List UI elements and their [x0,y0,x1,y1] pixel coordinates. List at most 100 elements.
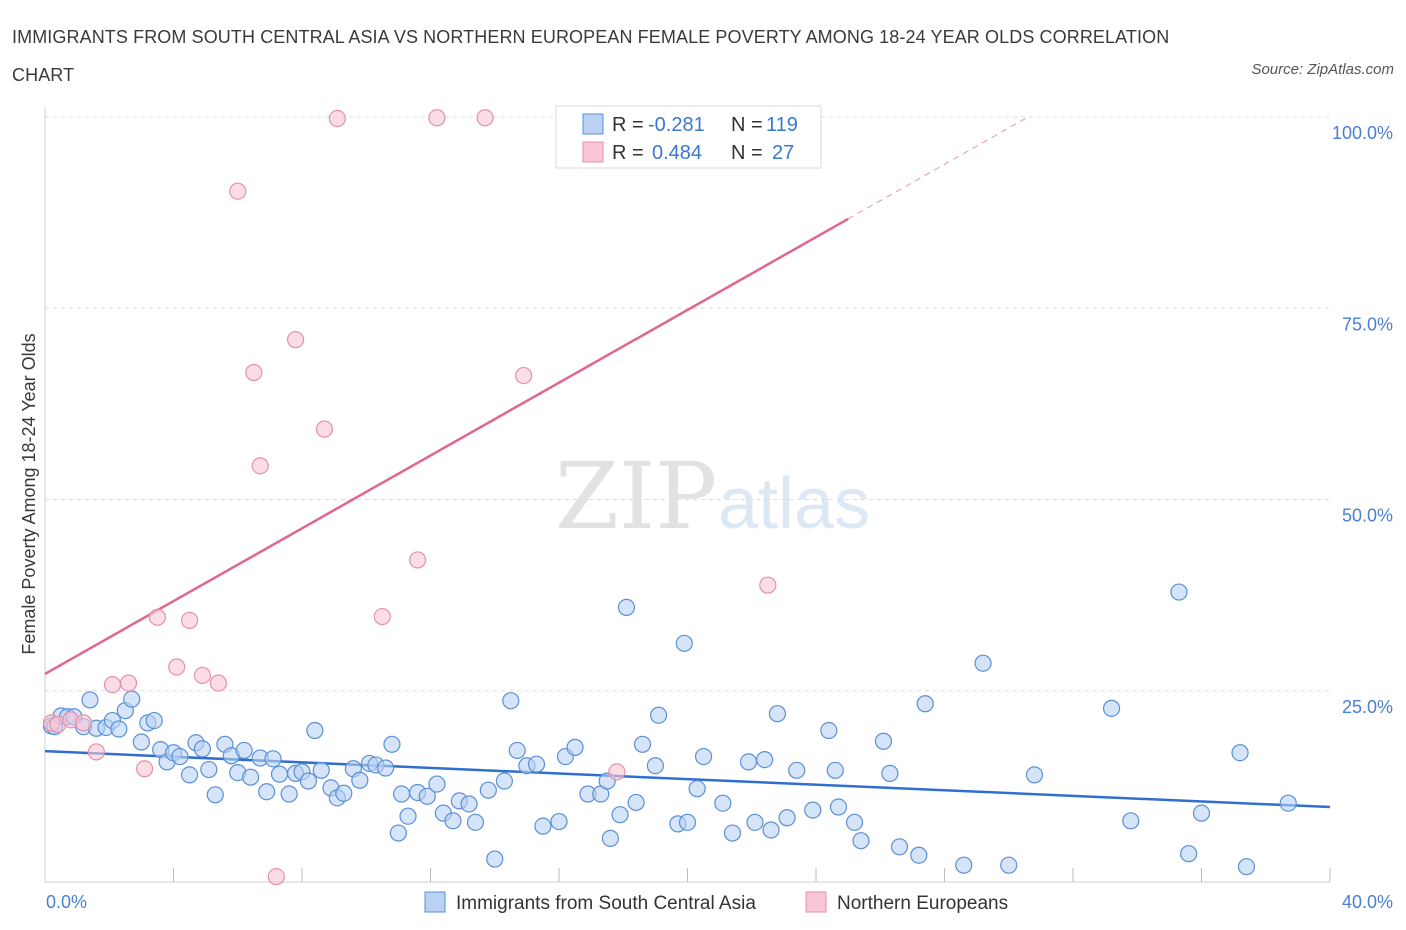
point-pink-26 [759,576,777,594]
point-blue-78 [633,735,652,753]
point-blue-74 [601,829,620,847]
point-pink-25 [608,763,626,781]
point-pink-16 [267,868,285,886]
point-pink-19 [328,109,346,128]
point-blue-51 [399,807,417,825]
series-south-central-asia [42,583,1297,876]
point-blue-79 [646,757,664,775]
point-blue-96 [820,721,838,740]
legend-n-value-pink: 27 [772,142,794,164]
watermark-atlas: atlas [718,464,870,544]
point-blue-23 [200,760,218,779]
bottom-legend-label-blue: Immigrants from South Central Asia [456,893,756,914]
trend-segment-pink-dashed [847,116,1029,220]
point-blue-94 [788,761,806,779]
point-blue-38 [306,721,324,740]
y-tick-label-50: 50.0% [1342,506,1393,526]
point-blue-37 [299,772,318,790]
point-blue-108 [1000,856,1018,874]
point-pink-15 [251,457,269,475]
point-blue-76 [617,598,636,616]
point-blue-87 [723,824,742,842]
grid-lines [45,116,1330,692]
point-blue-86 [714,794,732,812]
point-blue-82 [675,634,693,652]
point-blue-39 [312,761,330,779]
point-blue-110 [1102,699,1121,717]
point-blue-34 [280,785,298,803]
point-blue-88 [739,753,758,771]
point-blue-59 [466,813,485,831]
point-blue-112 [1170,583,1188,601]
point-blue-83 [678,813,697,831]
point-blue-50 [389,824,407,842]
point-blue-93 [778,809,796,827]
point-blue-28 [235,741,253,760]
y-tick-label-25: 25.0% [1342,697,1393,717]
point-blue-116 [1237,858,1256,876]
point-blue-32 [264,750,282,768]
point-blue-13 [132,733,150,751]
point-pink-10 [180,611,199,629]
point-blue-60 [479,781,497,799]
chart-title: IMMIGRANTS FROM SOUTH CENTRAL ASIA VS NO… [12,27,1170,85]
point-blue-115 [1231,744,1249,762]
legend-swatch-blue [582,113,604,135]
point-pink-22 [428,109,446,127]
point-pink-21 [409,551,427,569]
point-pink-9 [168,658,186,676]
point-blue-54 [428,775,446,793]
point-blue-29 [242,768,260,786]
point-pink-4 [87,743,106,761]
point-pink-8 [148,608,167,626]
bottom-legend-label-pink: Northern Europeans [837,893,1008,914]
watermark-zip: ZIP [555,443,717,550]
source-label: Source: ZipAtlas.com [1251,61,1394,78]
point-blue-101 [874,732,893,750]
bottom-legend-swatch-blue [424,891,446,913]
point-blue-75 [611,806,629,824]
point-blue-58 [460,795,478,813]
point-blue-106 [955,856,973,874]
point-pink-18 [315,420,334,438]
point-blue-33 [270,765,289,783]
point-blue-47 [376,759,395,777]
legend-r-value-pink: 0.484 [652,142,702,164]
point-blue-98 [829,798,848,816]
point-blue-111 [1122,812,1140,830]
point-blue-15 [145,711,163,730]
x-tick-label-max: 40.0% [1342,892,1393,912]
point-blue-31 [258,783,276,801]
y-tick-label-100: 100.0% [1332,123,1393,143]
point-pink-3 [74,714,93,732]
point-blue-91 [762,821,780,839]
legend-n-value-blue: 119 [766,114,798,136]
legend-n-label-pink: N = [731,142,763,164]
point-pink-5 [103,676,122,694]
point-blue-63 [502,692,520,710]
point-pink-24 [515,366,533,385]
point-blue-44 [351,771,369,789]
legend-r-value-blue: -0.281 [648,114,705,136]
point-blue-95 [804,801,822,819]
point-blue-89 [746,813,764,831]
series-legend: Immigrants from South Central Asia North… [424,891,1008,914]
point-blue-53 [418,787,436,805]
point-blue-77 [627,793,645,812]
x-tick-label-min: 0.0% [46,892,87,912]
point-pink-23 [476,109,494,127]
y-tick-label-75: 75.0% [1342,314,1393,334]
point-blue-109 [1025,766,1044,784]
point-blue-70 [566,738,584,756]
point-blue-61 [486,850,504,868]
point-blue-92 [768,705,787,723]
point-blue-117 [1279,794,1297,812]
series-northern-europeans [42,109,777,886]
point-blue-67 [534,817,552,835]
axes [44,107,1331,883]
point-blue-99 [845,813,864,831]
point-blue-102 [881,764,899,782]
point-blue-10 [110,720,128,738]
point-pink-13 [229,182,247,200]
